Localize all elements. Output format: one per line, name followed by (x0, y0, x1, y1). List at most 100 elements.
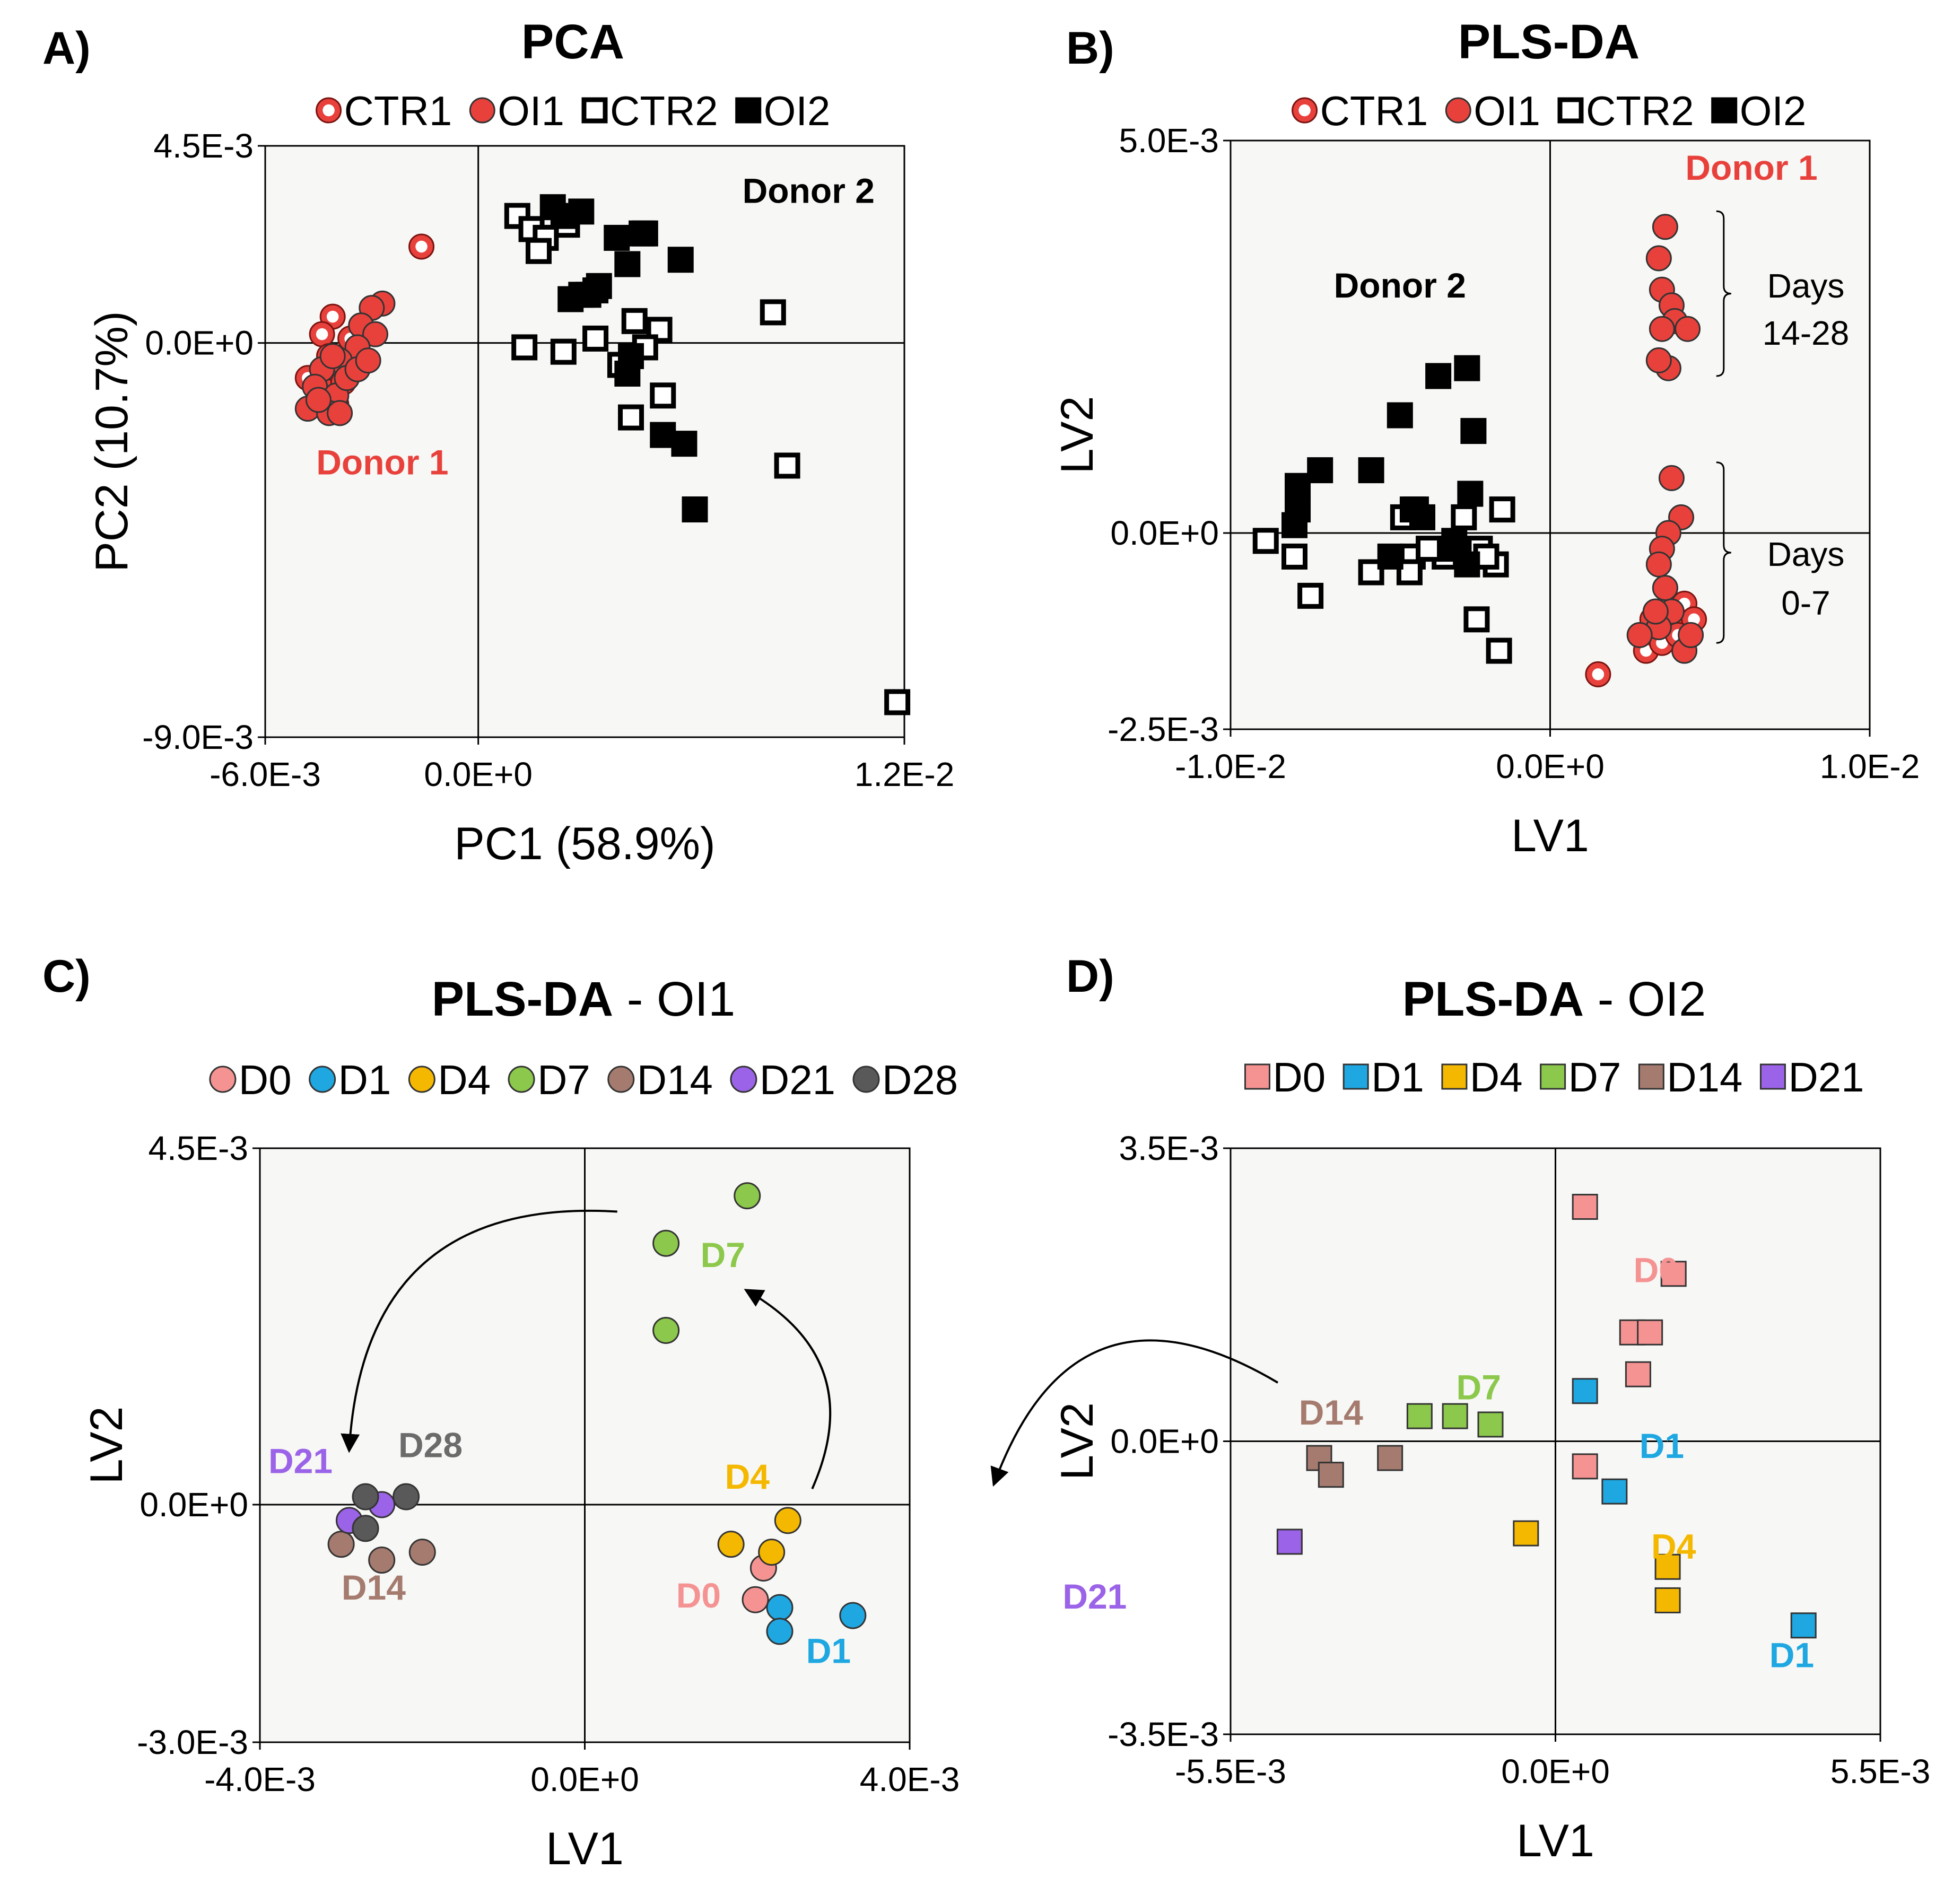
annotation-label: Days (1767, 535, 1845, 573)
annotation-label: D4 (725, 1457, 770, 1496)
data-point (682, 496, 708, 523)
data-point (652, 1229, 680, 1257)
annotation-label: Days (1767, 267, 1845, 305)
legend-label: D0 (239, 1056, 292, 1103)
series-oi1 (294, 290, 396, 426)
legend-marker (735, 97, 762, 124)
annotation-label: Donor 2 (1334, 266, 1466, 305)
legend-label: D14 (637, 1056, 713, 1103)
x-tick-label: -1.0E-2 (1175, 747, 1286, 785)
data-point (309, 321, 335, 347)
series-d4 (717, 1507, 801, 1566)
legend-label: D0 (1272, 1054, 1326, 1101)
x-tick-label: 1.0E-2 (1820, 747, 1920, 785)
x-tick-label: 0.0E+0 (424, 755, 533, 793)
data-point (774, 1507, 801, 1534)
panel-label: C) (42, 951, 91, 1002)
data-point (327, 400, 353, 426)
data-point (1642, 598, 1669, 625)
legend-marker (852, 1065, 880, 1093)
data-point (1489, 496, 1515, 523)
annotation-label: D7 (1457, 1368, 1501, 1407)
legend-item: CTR2 (1557, 88, 1694, 134)
legend-item: D0 (209, 1056, 292, 1103)
series-d14 (1306, 1445, 1403, 1488)
data-point (355, 347, 381, 374)
data-point (1358, 457, 1384, 484)
data-point (1660, 1261, 1687, 1287)
legend-label: OI1 (498, 88, 564, 134)
trajectory-arrow (341, 1209, 617, 1453)
data-point (884, 689, 911, 715)
legend-item: CTR2 (581, 88, 718, 134)
legend-label: CTR2 (1586, 88, 1694, 134)
legend-item: CTR1 (1292, 88, 1428, 134)
data-point (550, 203, 577, 229)
panel-a: A) PCA CTR1 OI1 CTR2 OI2 -6.0E-3 0.0E+0 1.2E-2 4.… (42, 15, 954, 869)
y-tick-label: 3.5E-3 (1119, 1129, 1219, 1167)
data-point (1626, 622, 1653, 648)
legend-marker (508, 1065, 535, 1093)
legend: D0 D1 D4 D7 D14 D21 (1244, 1054, 1864, 1101)
legend-label: OI2 (1740, 88, 1807, 134)
data-point (1281, 543, 1307, 570)
legend-marker (1759, 1063, 1786, 1090)
x-tick-label: 0.0E+0 (530, 1760, 639, 1798)
y-axis-label: LV2 (1052, 1402, 1103, 1480)
data-point (550, 338, 577, 365)
legend-label: D4 (1470, 1054, 1523, 1101)
legend-item: OI1 (1445, 88, 1540, 134)
data-point (408, 233, 435, 260)
data-point (408, 1539, 436, 1566)
data-point (671, 431, 698, 457)
legend-item: D14 (1638, 1054, 1742, 1101)
legend-item: D21 (730, 1056, 835, 1103)
series-d0 (742, 1554, 777, 1613)
legend-item: D1 (1342, 1054, 1424, 1101)
legend-marker (581, 97, 608, 124)
legend-label: OI2 (764, 88, 831, 134)
legend-marker (1292, 97, 1318, 124)
y-tick-label: 4.5E-3 (153, 127, 254, 165)
legend-marker (1711, 97, 1738, 124)
trajectory-arrow (744, 1289, 832, 1489)
legend-item: D1 (309, 1056, 391, 1103)
annotation-label: D1 (806, 1631, 851, 1671)
annotation-label: D4 (1651, 1527, 1696, 1566)
data-point (1387, 402, 1413, 429)
legend-marker (607, 1065, 635, 1093)
data-point (1645, 245, 1672, 272)
data-point (1601, 1478, 1628, 1505)
data-point (1625, 1361, 1651, 1387)
data-point (1425, 363, 1452, 389)
annotation-label: D14 (342, 1568, 406, 1607)
legend-item: D21 (1759, 1054, 1864, 1101)
y-tick-label: -3.5E-3 (1108, 1715, 1219, 1753)
legend-label: D1 (338, 1056, 391, 1103)
data-point (1451, 504, 1477, 530)
legend-marker (1244, 1063, 1270, 1090)
data-point (717, 1531, 745, 1558)
data-point (319, 343, 346, 369)
data-point (362, 321, 389, 347)
data-point (1645, 347, 1672, 373)
data-point (1513, 1520, 1539, 1547)
legend-marker (469, 97, 495, 124)
data-point (652, 1316, 680, 1344)
y-tick-label: -2.5E-3 (1108, 710, 1219, 748)
annotation-label: D21 (1062, 1577, 1127, 1616)
annotation-label: 14-28 (1763, 314, 1850, 352)
data-point (1585, 661, 1611, 687)
data-point (1307, 457, 1333, 484)
panel-c: C) PLS-DA - OI1 D0 D1 D4 D7 D14 D21 D28 -4.0E-3 0.… (42, 951, 960, 1874)
trajectory-arrow (990, 1339, 1279, 1487)
legend-item: D14 (607, 1056, 713, 1103)
data-point (1377, 1445, 1403, 1471)
data-point (582, 325, 609, 352)
legend: CTR1 OI1 CTR2 OI2 (1292, 88, 1807, 134)
legend-marker (309, 1065, 336, 1093)
data-point (760, 299, 786, 326)
legend-marker (1557, 97, 1584, 124)
data-point (1416, 536, 1442, 562)
